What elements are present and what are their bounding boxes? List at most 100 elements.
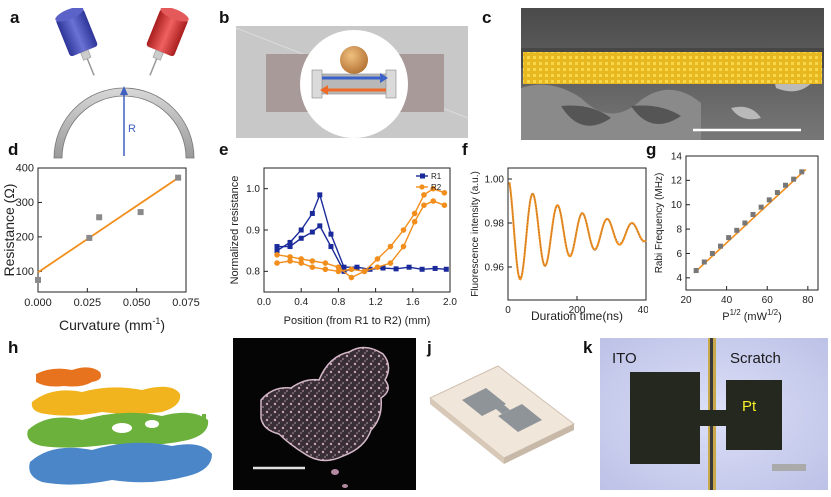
x-tick-label: 0.050 [123, 297, 151, 309]
data-point-R2-return [430, 198, 437, 204]
panel-j-device-render [429, 365, 575, 464]
y-tick-label: 0.8 [246, 267, 260, 278]
y-axis-label: Rabi Frequency (MHz) [654, 173, 665, 274]
data-point-R2 [335, 264, 342, 270]
panel-a-illustration: R [53, 8, 195, 159]
data-point-R2 [411, 210, 418, 217]
data-point [86, 234, 93, 241]
panel-k-micrograph [600, 338, 828, 490]
y-tick-label: 0.98 [485, 218, 505, 229]
panel-c-sem-image [521, 8, 824, 140]
ito-label: ITO [612, 350, 637, 367]
data-point-R1 [432, 265, 438, 271]
data-point [791, 176, 797, 182]
y-tick-label: 400 [16, 163, 34, 175]
y-tick-label: 8 [676, 224, 682, 235]
data-point-R2 [298, 256, 304, 262]
data-point-R1 [419, 266, 425, 272]
data-point-R1-return [309, 229, 315, 235]
legend-label-r2: R2 [431, 183, 442, 192]
red-probe [146, 8, 189, 76]
y-tick-label: 300 [16, 197, 34, 209]
data-point-R2 [374, 256, 381, 262]
fit-line [37, 175, 181, 274]
data-point-R2-return [348, 266, 355, 273]
data-point-R2-return [441, 202, 448, 208]
panel-letter-f: f [462, 140, 468, 159]
data-point-R2 [430, 185, 437, 192]
data-point [726, 235, 732, 241]
y-tick-label: 4 [676, 273, 682, 284]
x-tick-label: 0 [505, 305, 511, 316]
x-tick-label: 20 [680, 295, 692, 306]
panel-letter-a: a [10, 8, 20, 27]
y-tick-label: 10 [671, 200, 683, 211]
panel-letter-d: d [8, 140, 19, 159]
data-point [742, 220, 748, 226]
panel-h-layered-maps [27, 367, 213, 485]
panel-letter-k: k [583, 338, 593, 357]
data-point [718, 243, 724, 249]
data-point-R1-return [274, 244, 280, 250]
chart-e: 0.0 0.4 0.8 1.2 1.6 2.0 0.8 0.9 1.0 R1 R2 Position … [229, 167, 457, 327]
x-tick-label: 0.000 [24, 297, 52, 309]
data-point-R2-return [322, 266, 329, 273]
gold-nanowire [523, 52, 822, 84]
data-point-R1 [341, 264, 347, 270]
nanoparticle [340, 46, 368, 74]
data-point [709, 250, 715, 256]
y-tick-label: 0.9 [246, 225, 260, 236]
x-tick-label: 0.075 [172, 297, 200, 309]
legend-label-r1: R1 [431, 172, 442, 181]
data-point [766, 197, 772, 203]
data-point-R2 [348, 274, 355, 281]
y-tick-label: 12 [671, 176, 683, 187]
fit-curve [508, 182, 647, 281]
data-point [35, 276, 41, 283]
chart-g: 20 40 60 80 4 6 8 10 12 14 P1/2 (mW1/2) Rabi Freque… [654, 151, 819, 323]
panel-letter-c: c [482, 8, 492, 27]
data-point-R2-return [274, 260, 280, 266]
data-point [734, 227, 740, 233]
x-tick-label: 40 [721, 295, 733, 306]
data-point-R2-return [287, 258, 293, 264]
y-tick-label: 1.0 [246, 184, 260, 195]
map-layer-yellow [31, 386, 181, 416]
data-trace [509, 183, 647, 279]
data-point-R1 [443, 266, 449, 272]
y-tick-label: 100 [16, 266, 34, 278]
map-layer-orange [36, 367, 101, 387]
data-point-R2-return [335, 268, 342, 275]
blue-probe [55, 8, 98, 76]
y-axis-label: Normalized resistance [229, 176, 241, 285]
data-point-R2 [287, 254, 293, 260]
data-point-R1-return [317, 223, 323, 229]
data-point-R1 [380, 265, 386, 271]
scratch-label: Scratch [730, 350, 781, 367]
x-axis-label: Duration time(ns) [531, 309, 623, 323]
y-tick-label: 6 [676, 249, 682, 260]
pt-label: Pt [742, 398, 757, 415]
x-tick-label: 0.0 [257, 297, 271, 308]
data-point-R2 [309, 258, 316, 264]
x-axis-label: Curvature (mm-1) [59, 316, 165, 333]
legend-marker-r2 [419, 184, 425, 190]
map-layer-blue [29, 442, 213, 485]
data-point-R2 [387, 243, 394, 250]
panel-letter-g: g [646, 140, 657, 159]
x-tick-label: 200 [569, 305, 586, 316]
data-point-R2-return [400, 243, 407, 250]
legend-marker-r1 [420, 173, 425, 179]
data-point-R2 [441, 190, 448, 196]
bridge [490, 400, 510, 414]
x-tick-label: 80 [802, 295, 814, 306]
panel-letter-j: j [427, 338, 432, 357]
panel-letter-e: e [219, 140, 229, 159]
data-point-R1 [328, 231, 334, 237]
data-point-R1 [309, 210, 315, 216]
plot-frame [685, 155, 819, 291]
data-point [96, 214, 103, 221]
radius-arrowhead [120, 86, 128, 95]
data-point-R2-return [361, 268, 368, 275]
data-point [137, 209, 144, 216]
